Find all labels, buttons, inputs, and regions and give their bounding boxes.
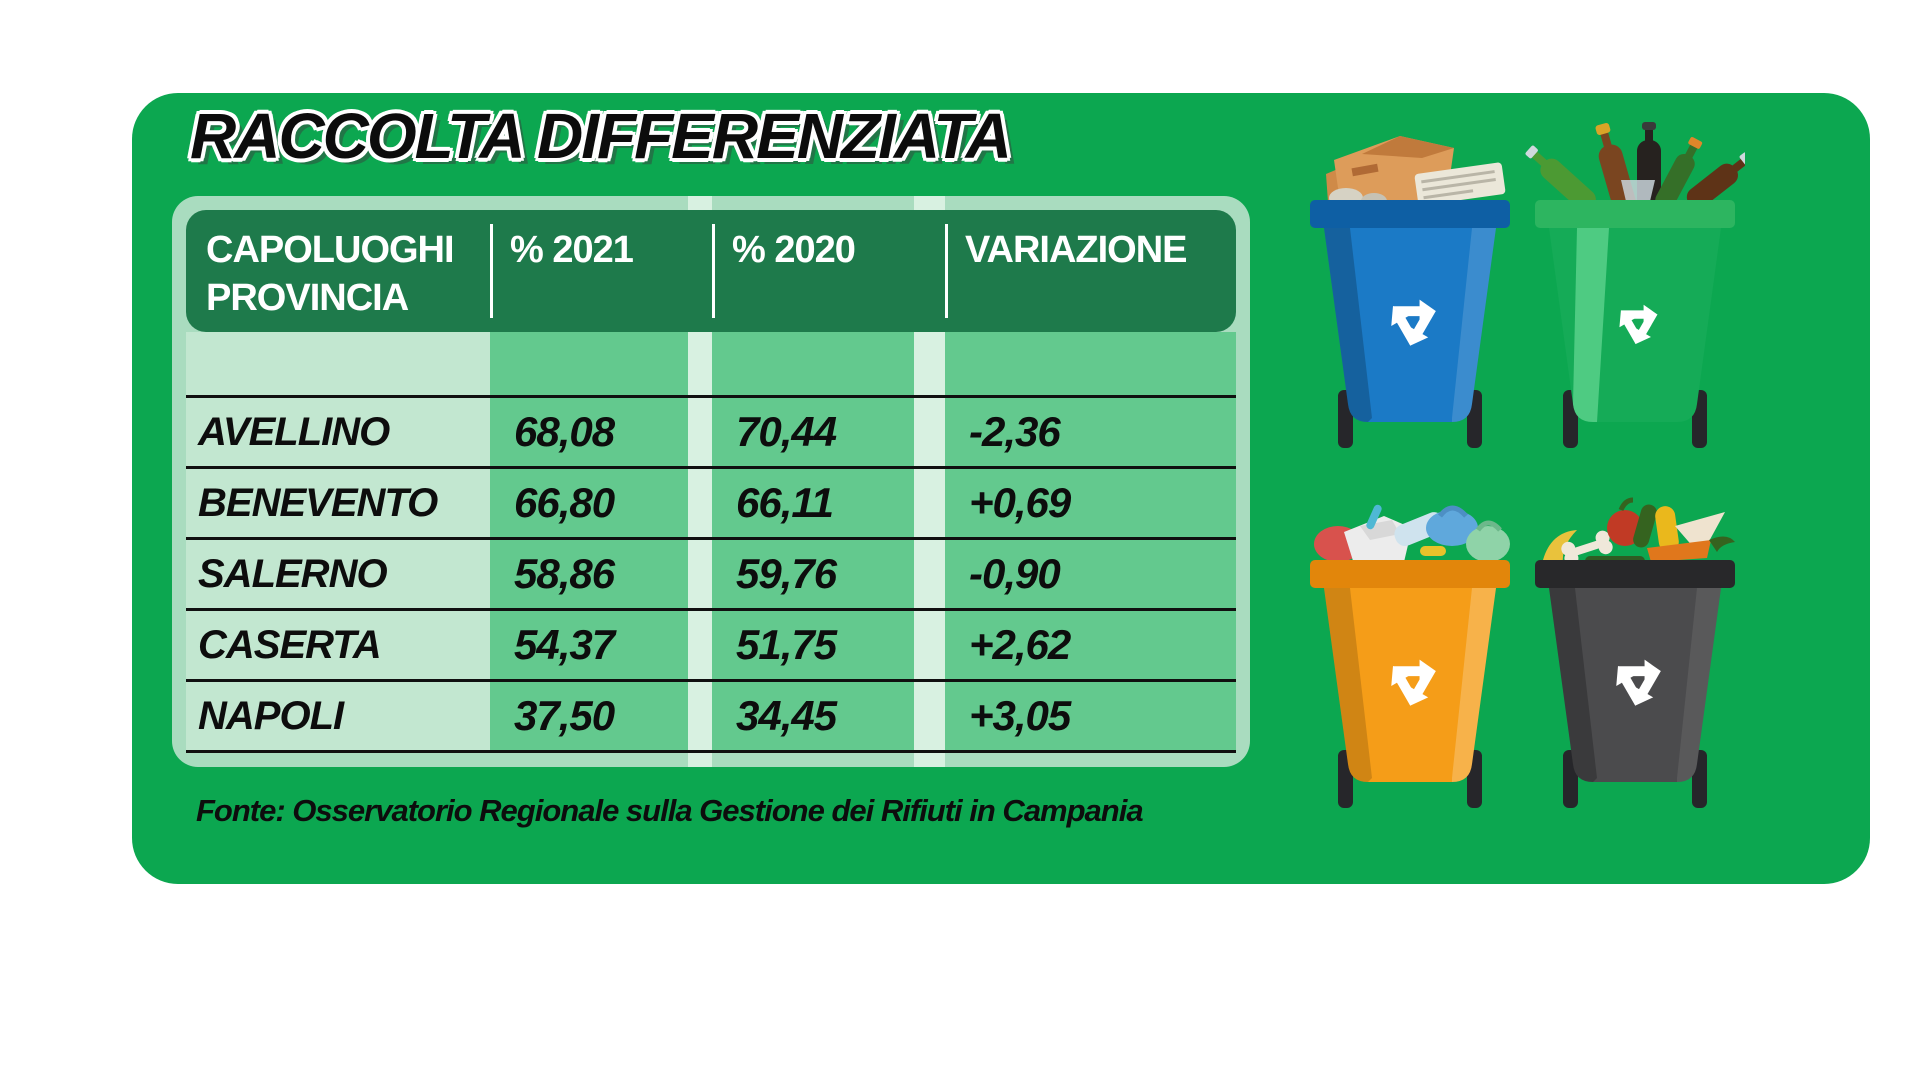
glass-bin-illustration bbox=[1525, 122, 1745, 452]
header-2020: % 2020 bbox=[712, 210, 945, 332]
bin-rim bbox=[1535, 560, 1735, 588]
table-row: BENEVENTO 66,80 66,11 +0,69 bbox=[186, 469, 1236, 540]
glass-bin-drawing bbox=[1525, 122, 1745, 448]
variation-cell: +3,05 bbox=[945, 682, 1236, 750]
header-capoluoghi-provincia: CAPOLUOGHI PROVINCIA bbox=[186, 210, 490, 332]
table-body: AVELLINO 68,08 70,44 -2,36 BENEVENTO 66,… bbox=[186, 332, 1236, 753]
paper-bin-drawing bbox=[1310, 136, 1510, 448]
value-2021-cell: 58,86 bbox=[490, 540, 688, 608]
organic-waste bbox=[1543, 497, 1735, 566]
variation-cell: -2,36 bbox=[945, 398, 1236, 466]
value-2020-cell: 70,44 bbox=[712, 398, 914, 466]
table-row: NAPOLI 37,50 34,45 +3,05 bbox=[186, 682, 1236, 753]
value-2021-cell: 68,08 bbox=[490, 398, 688, 466]
source-note: Fonte: Osservatorio Regionale sulla Gest… bbox=[196, 793, 1144, 828]
plastic-bin-drawing bbox=[1310, 504, 1510, 808]
province-cell: SALERNO bbox=[186, 540, 490, 608]
glass-bottles-waste bbox=[1525, 122, 1745, 216]
organic-bin-drawing bbox=[1535, 497, 1735, 808]
paper-bin-illustration bbox=[1300, 122, 1520, 452]
header-line-2: PROVINCIA bbox=[206, 277, 409, 319]
variation-cell: -0,90 bbox=[945, 540, 1236, 608]
table-row: SALERNO 58,86 59,76 -0,90 bbox=[186, 540, 1236, 611]
header-line-1: CAPOLUOGHI bbox=[206, 229, 455, 271]
value-2021-cell: 54,37 bbox=[490, 611, 688, 679]
bin-rim bbox=[1535, 200, 1735, 228]
variation-cell: +0,69 bbox=[945, 469, 1236, 537]
bin-rim bbox=[1310, 560, 1510, 588]
value-2020-cell: 51,75 bbox=[712, 611, 914, 679]
variation-cell: +2,62 bbox=[945, 611, 1236, 679]
page-title: RACCOLTA DIFFERENZIATA bbox=[190, 100, 1012, 172]
newspaper bbox=[1414, 162, 1506, 206]
plastic-waste bbox=[1314, 504, 1510, 564]
province-cell: NAPOLI bbox=[186, 682, 490, 750]
value-2021-cell: 66,80 bbox=[490, 469, 688, 537]
bone bbox=[1561, 530, 1613, 566]
value-2020-cell: 66,11 bbox=[712, 469, 914, 537]
plastic-bin-illustration bbox=[1300, 482, 1520, 812]
cardboard-waste bbox=[1326, 136, 1506, 209]
table-row: CASERTA 54,37 51,75 +2,62 bbox=[186, 611, 1236, 682]
organic-bin-illustration bbox=[1525, 482, 1745, 812]
value-2021-cell: 37,50 bbox=[490, 682, 688, 750]
table-row: AVELLINO 68,08 70,44 -2,36 bbox=[186, 398, 1236, 469]
table-spacer-row bbox=[186, 332, 1236, 398]
province-cell: AVELLINO bbox=[186, 398, 490, 466]
header-2021: % 2021 bbox=[490, 210, 712, 332]
infographic-card: RACCOLTA DIFFERENZIATA CAPOLUOGHI PROVIN… bbox=[132, 93, 1870, 884]
bin-rim bbox=[1310, 200, 1510, 228]
province-cell: BENEVENTO bbox=[186, 469, 490, 537]
province-cell: CASERTA bbox=[186, 611, 490, 679]
value-2020-cell: 34,45 bbox=[712, 682, 914, 750]
table-header-row: CAPOLUOGHI PROVINCIA % 2021 % 2020 VARIA… bbox=[186, 210, 1236, 332]
data-table: CAPOLUOGHI PROVINCIA % 2021 % 2020 VARIA… bbox=[172, 196, 1250, 767]
value-2020-cell: 59,76 bbox=[712, 540, 914, 608]
header-variazione: VARIAZIONE bbox=[945, 210, 1236, 332]
